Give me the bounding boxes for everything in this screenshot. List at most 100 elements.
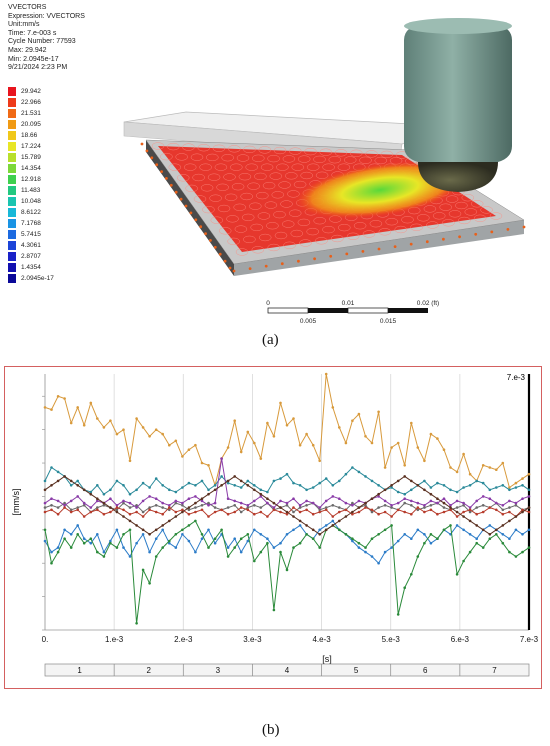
series-point	[429, 486, 433, 489]
series-point	[89, 541, 93, 545]
frame-cell-label[interactable]: 4	[285, 666, 290, 675]
series-point	[305, 488, 308, 492]
series-point	[292, 515, 295, 518]
frame-cell-label[interactable]: 1	[77, 666, 82, 675]
series-point	[239, 486, 243, 489]
series-point	[279, 506, 282, 509]
series-point	[194, 495, 197, 498]
legend-swatch	[8, 263, 16, 272]
x-tick-label: 1.e-3	[105, 635, 124, 644]
series-point	[521, 550, 524, 554]
series-point	[370, 508, 374, 512]
series-point	[148, 486, 151, 489]
series-point	[102, 504, 106, 507]
series-point	[514, 528, 518, 532]
series-point	[351, 466, 354, 469]
block-left-face	[146, 140, 234, 276]
legend-entry: 8.6122	[8, 207, 78, 218]
series-point	[50, 408, 53, 411]
series-point	[174, 515, 178, 518]
model-3d-view[interactable]	[112, 12, 548, 282]
series-point	[122, 484, 125, 487]
series-point	[168, 488, 171, 492]
series-point	[148, 582, 151, 585]
series-point	[253, 559, 256, 563]
legend-swatch	[8, 142, 16, 151]
series-point	[318, 546, 322, 549]
series-point	[468, 510, 472, 514]
series-point	[416, 555, 420, 558]
series-point	[423, 504, 426, 507]
series-point	[56, 512, 60, 516]
series-point	[364, 435, 367, 438]
series-point	[213, 537, 217, 540]
series-point	[226, 479, 230, 483]
series-point	[410, 421, 413, 425]
series-point	[455, 515, 459, 518]
series-point	[253, 484, 256, 487]
series-point	[115, 528, 119, 532]
series-point	[161, 512, 164, 516]
series-point	[377, 561, 380, 565]
series-point	[383, 550, 387, 554]
series-point	[488, 506, 492, 509]
series-point	[148, 506, 151, 509]
series-point	[148, 495, 151, 498]
frame-cell-label[interactable]: 3	[216, 666, 221, 675]
series-point	[514, 555, 518, 558]
caption-a: (a)	[262, 332, 279, 348]
velocity-chart[interactable]: 7.e-3 [mm/s] 0. 1.e-3 2.e-3 3.e-3 4.e-3 5.e-3 6.…	[5, 368, 541, 688]
series-point	[383, 499, 387, 503]
series-point	[501, 512, 505, 516]
series-point	[370, 537, 374, 540]
series-point	[357, 412, 361, 416]
series-point	[279, 499, 282, 503]
series-point	[324, 477, 328, 480]
series-point	[187, 512, 191, 516]
x-tick-label: 6.e-3	[451, 635, 470, 644]
series-point	[63, 501, 66, 505]
series-point	[246, 504, 250, 507]
frame-cell-label[interactable]: 7	[492, 666, 497, 675]
series-point	[292, 481, 295, 485]
series-point	[272, 479, 276, 483]
series-point	[82, 541, 86, 545]
series-point	[272, 435, 276, 438]
series-point	[233, 537, 236, 540]
series-point	[501, 461, 505, 465]
frame-cell-label[interactable]: 5	[354, 666, 359, 675]
series-point	[279, 550, 282, 554]
frame-cell-label[interactable]: 2	[146, 666, 151, 675]
series-point	[194, 506, 197, 509]
legend-entry: 14.354	[8, 163, 78, 174]
series-point	[82, 423, 86, 427]
series-point	[226, 555, 230, 558]
legend-entry: 22.966	[8, 97, 78, 108]
series-point	[233, 484, 236, 487]
series-point	[403, 497, 407, 500]
color-legend: 29.942 22.966 21.531 20.095 18.66 17.224 15.78…	[8, 86, 78, 284]
series-point	[128, 555, 132, 558]
frame-cell-label[interactable]: 6	[423, 666, 428, 675]
series-point	[285, 501, 289, 505]
series-point	[442, 510, 446, 514]
series-point	[311, 443, 315, 447]
legend-entry: 2.8707	[8, 251, 78, 262]
series-point	[272, 508, 276, 512]
series-point	[468, 519, 472, 523]
series-point	[187, 539, 191, 543]
series-point	[468, 472, 472, 476]
series-point	[76, 524, 79, 527]
series-point	[63, 528, 66, 532]
legend-swatch	[8, 153, 16, 162]
legend-swatch	[8, 164, 16, 173]
series-point	[285, 510, 289, 514]
series-point	[246, 508, 250, 512]
series-point	[207, 546, 210, 549]
series-point	[370, 510, 374, 514]
series-point	[475, 479, 479, 483]
series-point	[200, 508, 204, 512]
scale-label-0.005: 0.005	[300, 318, 317, 325]
series-point	[481, 481, 485, 485]
series-point	[495, 486, 498, 489]
